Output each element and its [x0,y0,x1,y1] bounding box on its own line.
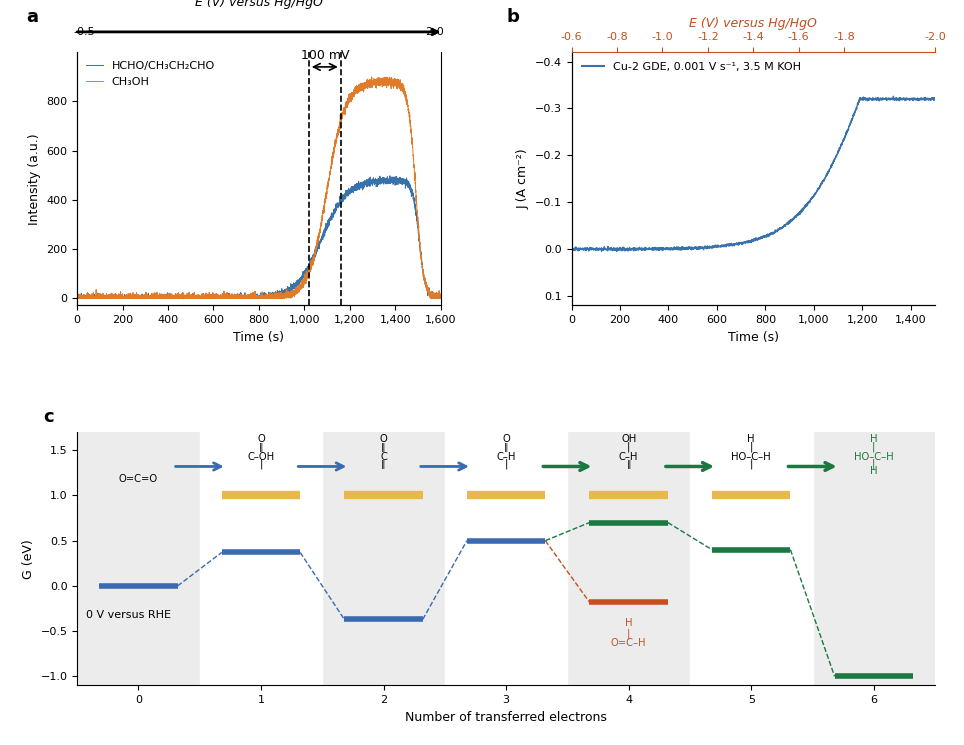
CH₃OH [406,132,417,141]
CH₃OH [244,294,255,302]
HCHO/CH₃CH₂CHO [71,294,83,302]
Text: OH: OH [621,434,636,444]
Text: C–H: C–H [496,452,516,462]
Text: C–H: C–H [619,452,638,462]
Text: O: O [257,434,265,444]
Text: a: a [26,7,39,26]
Text: -2.0: -2.0 [422,27,444,37]
Text: -0.5: -0.5 [73,27,95,37]
Text: |: | [750,459,753,469]
Y-axis label: J (A cm⁻²): J (A cm⁻²) [516,148,529,209]
CH₃OH [335,115,347,124]
CH₃OH [225,294,236,302]
CH₃OH [424,292,436,301]
X-axis label: Time (s): Time (s) [728,331,779,343]
Text: |: | [259,459,262,469]
Text: H: H [747,434,755,444]
Text: |: | [627,629,630,639]
Text: O=C=O: O=C=O [119,474,158,484]
Text: C–OH: C–OH [248,452,275,462]
Text: ‖: ‖ [382,443,386,452]
HCHO/CH₃CH₂CHO [335,195,347,204]
Text: O: O [380,434,388,444]
Text: |: | [504,459,508,469]
Bar [444,432,568,685]
Text: ‖: ‖ [382,460,386,469]
Line: CH₃OH: CH₃OH [77,77,441,298]
X-axis label: Time (s): Time (s) [233,331,284,343]
X-axis label: E (V) versus Hg/HgO: E (V) versus Hg/HgO [689,17,817,30]
Text: HO–C–H: HO–C–H [854,452,894,462]
Text: ‖: ‖ [627,460,630,469]
Legend: HCHO/CH₃CH₂CHO, CH₃OH: HCHO/CH₃CH₂CHO, CH₃OH [83,57,218,90]
HCHO/CH₃CH₂CHO [384,171,395,180]
HCHO/CH₃CH₂CHO [227,292,238,301]
HCHO/CH₃CH₂CHO [224,294,235,302]
Text: c: c [42,408,53,426]
Text: ‖: ‖ [504,443,508,452]
Text: E (V) versus Hg/HgO: E (V) versus Hg/HgO [195,0,323,9]
HCHO/CH₃CH₂CHO [424,288,436,297]
X-axis label: Number of transferred electrons: Number of transferred electrons [405,711,607,723]
Text: H: H [870,466,877,477]
CH₃OH [71,294,83,302]
Text: 0 V versus RHE: 0 V versus RHE [86,610,171,621]
Text: |: | [750,442,753,452]
Y-axis label: Intensity (a.u.): Intensity (a.u.) [28,133,40,224]
Text: H: H [870,434,877,444]
Bar [200,432,322,685]
Text: H: H [625,618,632,629]
Legend: Cu-2 GDE, 0.001 V s⁻¹, 3.5 M KOH: Cu-2 GDE, 0.001 V s⁻¹, 3.5 M KOH [577,57,805,77]
HCHO/CH₃CH₂CHO [406,187,417,196]
Bar [690,432,813,685]
Line: HCHO/CH₃CH₂CHO: HCHO/CH₃CH₂CHO [77,176,441,298]
Text: |: | [872,442,875,452]
Text: O=C–H: O=C–H [611,638,647,648]
CH₃OH [228,292,239,301]
Text: |: | [872,459,875,469]
CH₃OH [71,293,83,302]
CH₃OH [366,72,378,81]
Text: |: | [627,442,630,452]
Text: O: O [502,434,510,444]
Text: 100 mV: 100 mV [301,49,349,62]
HCHO/CH₃CH₂CHO [435,290,446,299]
Text: b: b [506,7,519,26]
Text: ‖: ‖ [258,443,263,452]
CH₃OH [435,293,446,302]
Text: C: C [380,452,387,462]
Y-axis label: G (eV): G (eV) [22,539,35,579]
Text: HO–C–H: HO–C–H [732,452,771,462]
HCHO/CH₃CH₂CHO [244,294,255,302]
